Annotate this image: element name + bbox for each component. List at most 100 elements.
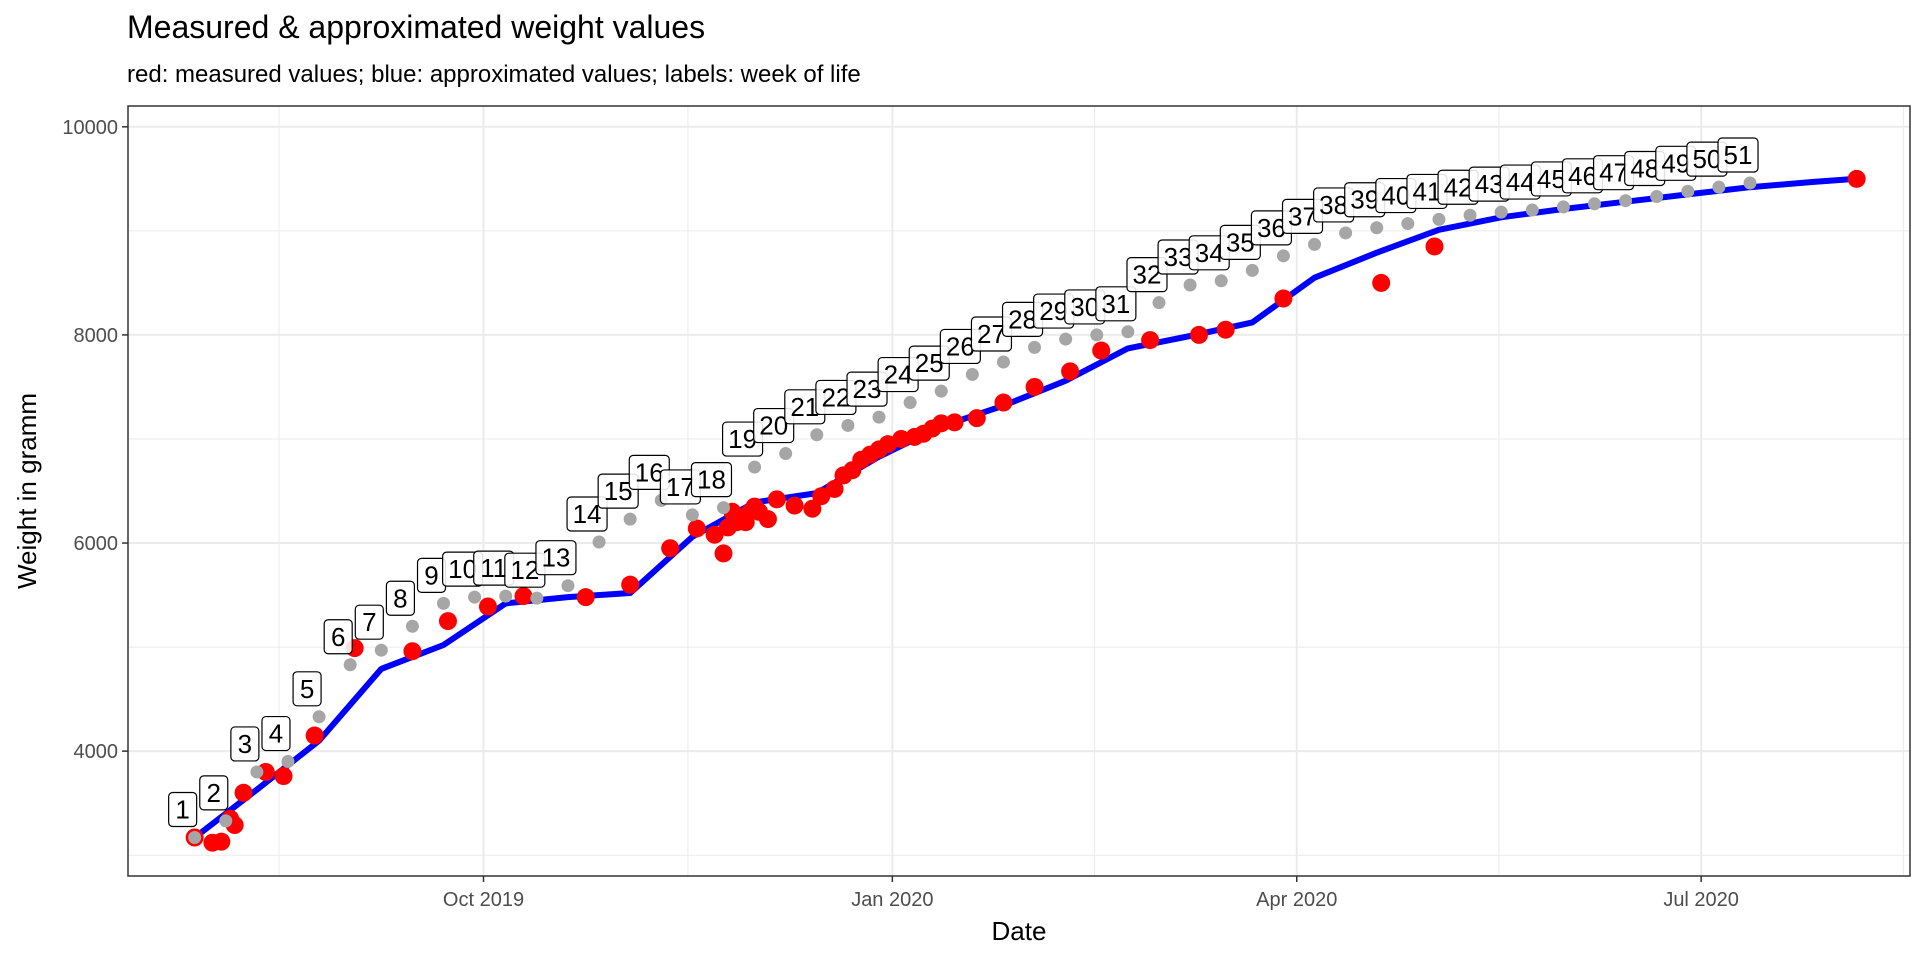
week-label-text: 9 [424, 560, 438, 590]
week-label-box [199, 775, 229, 811]
week-marker-point [1650, 190, 1664, 204]
week-marker-point [1743, 176, 1757, 190]
week-marker-point [1059, 332, 1073, 346]
week-label-box [1717, 137, 1759, 173]
week-label: 24 [877, 356, 919, 393]
week-label: 38 [1313, 187, 1355, 223]
week-label-text: 15 [604, 476, 633, 506]
week-label: 37 [1281, 198, 1324, 234]
week-label-text: 4 [269, 719, 283, 749]
week-label-text: 18 [697, 465, 726, 495]
week-label-text: 24 [884, 360, 913, 390]
measured-point [945, 413, 964, 432]
week-label-text: 26 [946, 331, 975, 361]
week-label: 40 [1375, 177, 1417, 214]
week-markers [188, 176, 1757, 844]
week-label-text: 11 [480, 553, 507, 583]
week-label-box [753, 407, 795, 444]
week-label-text: 5 [300, 674, 314, 704]
y-tick-label: 10000 [62, 117, 118, 139]
week-marker-point [810, 428, 824, 442]
week-marker-point [1183, 278, 1197, 292]
measured-point [1141, 331, 1160, 350]
week-label: 50 [1686, 141, 1728, 177]
measured-point [514, 587, 533, 606]
week-label: 6 [323, 619, 353, 655]
week-label-box [292, 671, 322, 707]
week-marker-point [1245, 263, 1259, 277]
measured-point [403, 642, 422, 661]
week-label: 30 [1064, 289, 1106, 325]
week-label-text: 41 [1412, 176, 1441, 206]
week-marker-point [1339, 226, 1353, 240]
week-label-box [535, 540, 577, 576]
week-label-text: 32 [1133, 260, 1162, 290]
week-label: 34 [1188, 235, 1230, 271]
week-marker-point [872, 410, 886, 424]
week-label-box [261, 715, 291, 752]
week-marker-point [219, 814, 233, 828]
measured-point [1061, 362, 1080, 381]
week-label: 17 [659, 469, 701, 505]
week-label-text: 3 [238, 729, 252, 759]
week-marker-point [1401, 217, 1415, 231]
week-label-text: 8 [393, 583, 407, 613]
week-label-text: 20 [759, 411, 788, 441]
measured-point [212, 832, 231, 851]
week-label: 39 [1344, 182, 1386, 218]
measured-point [1847, 169, 1866, 188]
chart-subtitle: red: measured values; blue: approximated… [127, 61, 861, 88]
week-marker-point [1028, 340, 1042, 354]
panel-border [127, 105, 1911, 877]
x-tick-label: Jan 2020 [851, 889, 933, 911]
week-marker-point [374, 643, 388, 657]
week-label-box [597, 473, 639, 509]
week-label-box [354, 604, 384, 640]
week-label-text: 48 [1630, 154, 1659, 184]
week-marker-point [1152, 296, 1166, 310]
week-label-box [385, 580, 416, 616]
week-label-text: 1 [175, 795, 189, 825]
week-label-text: 43 [1475, 169, 1504, 199]
week-marker-point [1587, 197, 1601, 211]
week-label-text: 44 [1506, 167, 1535, 197]
measured-point [932, 414, 951, 433]
measured-point [274, 767, 293, 786]
week-label-text: 19 [728, 424, 757, 454]
week-marker-point [1214, 274, 1228, 288]
week-marker-point [312, 710, 326, 724]
week-label: 41 [1406, 173, 1448, 210]
week-label-text: 22 [821, 382, 850, 412]
week-label: 26 [939, 328, 981, 365]
week-label-text: 23 [853, 374, 882, 404]
week-marker-point [561, 579, 575, 593]
week-label: 25 [908, 345, 950, 381]
week-label: 7 [354, 604, 384, 640]
week-marker-point [779, 447, 793, 461]
week-label-text: 45 [1537, 164, 1566, 194]
week-marker-point [405, 619, 419, 633]
week-marker-point [965, 367, 979, 381]
week-label-box [1126, 257, 1168, 293]
week-label-text: 10 [448, 554, 477, 584]
week-label-text: 37 [1288, 201, 1317, 231]
week-label: 19 [721, 421, 764, 457]
week-label-text: 33 [1164, 242, 1193, 272]
week-label: 29 [1033, 293, 1075, 329]
measured-point [1025, 377, 1044, 396]
week-label-text: 51 [1724, 140, 1753, 170]
week-label: 23 [846, 371, 888, 407]
week-marker-point [188, 831, 202, 844]
measured-point [714, 544, 733, 563]
week-label: 45 [1530, 161, 1572, 197]
week-label-box [323, 619, 353, 655]
week-marker-point [1681, 184, 1695, 198]
week-label: 48 [1624, 150, 1666, 187]
chart-title: Measured & approximated weight values [127, 9, 705, 45]
measured-point [438, 612, 457, 631]
week-label: 51 [1717, 137, 1759, 173]
week-marker-point [1556, 200, 1570, 214]
week-marker-point [1276, 249, 1290, 263]
